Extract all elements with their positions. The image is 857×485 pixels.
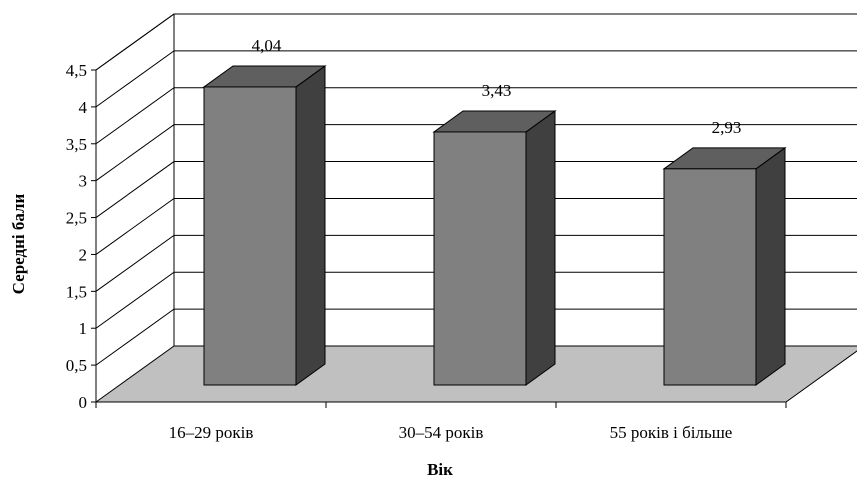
bar-side xyxy=(755,146,786,386)
data-label: 3,43 xyxy=(482,81,512,100)
y-tick-label: 2 xyxy=(79,245,88,264)
y-tick-label: 2,5 xyxy=(66,209,87,228)
y-tick-label: 4,5 xyxy=(66,61,87,80)
gridline xyxy=(95,197,857,255)
y-tick-label: 3,5 xyxy=(66,135,87,154)
chart-walls xyxy=(95,13,175,346)
y-tick-label: 0 xyxy=(79,393,88,412)
y-axis-title: Середні бали xyxy=(9,193,28,294)
gridline xyxy=(95,124,857,182)
bar-front xyxy=(203,86,297,386)
y-tick-label: 1,5 xyxy=(66,282,87,301)
x-tick-label: 16–29 років xyxy=(169,423,254,442)
x-tick-label: 55 років і більше xyxy=(610,423,733,442)
gridline xyxy=(95,50,857,108)
gridlines xyxy=(95,13,857,366)
bar xyxy=(202,64,327,386)
bar xyxy=(432,109,557,386)
x-tick-labels: 16–29 років 30–54 років 55 років і більше xyxy=(169,423,733,442)
data-label: 2,93 xyxy=(712,118,742,137)
gridline xyxy=(95,161,857,218)
y-tick-label: 1 xyxy=(79,319,88,338)
data-labels: 4,04 3,43 2,93 xyxy=(252,36,742,137)
y-tick-label: 0,5 xyxy=(66,356,87,375)
y-tick-label: 4 xyxy=(79,98,88,117)
x-axis-title: Вік xyxy=(427,460,453,479)
gridline xyxy=(95,271,857,329)
gridline xyxy=(95,234,857,292)
gridline xyxy=(95,308,857,366)
bar-front xyxy=(433,131,527,386)
bar-side xyxy=(295,64,326,386)
x-tick-label: 30–54 років xyxy=(399,423,484,442)
gridline xyxy=(95,13,857,71)
y-tick-labels: 0 0,5 1 1,5 2 2,5 3 3,5 4 4,5 xyxy=(66,61,88,412)
data-label: 4,04 xyxy=(252,36,282,55)
y-tick-label: 3 xyxy=(79,172,88,191)
bar-front xyxy=(663,168,757,386)
gridline xyxy=(95,87,857,145)
bar xyxy=(662,146,787,386)
bar-side xyxy=(525,109,556,386)
axes xyxy=(91,69,787,408)
bars xyxy=(202,64,787,386)
